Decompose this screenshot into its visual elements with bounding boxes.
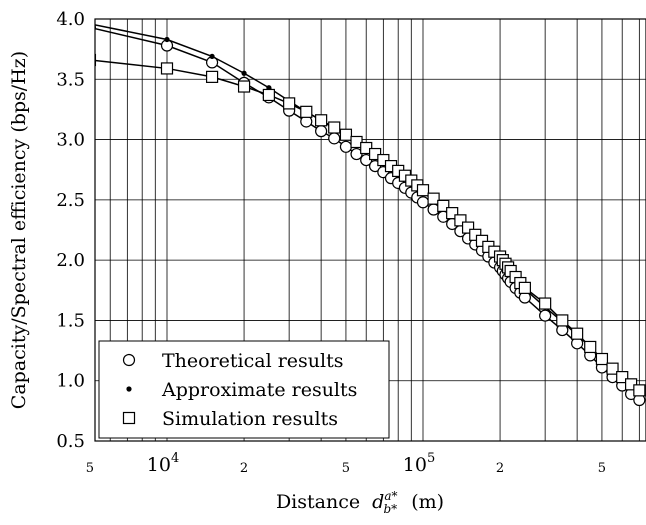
series-square	[95, 53, 646, 397]
plot-frame	[94, 18, 646, 442]
data-point	[339, 140, 353, 153]
legend-marker	[126, 386, 132, 392]
x-tick-label: 5	[86, 461, 94, 476]
data-point	[241, 70, 247, 76]
data-point	[87, 21, 92, 26]
y-tick-label: 1.5	[56, 310, 85, 331]
y-tick-label: 1.0	[56, 371, 85, 392]
y-tick-label: 3.0	[56, 130, 85, 151]
data-point	[616, 370, 629, 384]
x-tick-label: 104	[147, 451, 179, 476]
data-point	[328, 132, 341, 145]
x-tick-label-base: 10	[403, 454, 427, 476]
y-tick-label: 3.5	[56, 69, 85, 90]
x-tick-label: 2	[240, 461, 248, 476]
x-axis-label-sub: b*	[383, 502, 397, 516]
data-point	[518, 281, 531, 294]
data-point	[262, 88, 275, 102]
legend-label: Simulation results	[162, 408, 338, 430]
x-tick-label-exponent: 5	[427, 451, 435, 466]
data-point	[427, 192, 440, 205]
data-point	[300, 105, 313, 118]
data-point	[416, 196, 430, 209]
data-point	[595, 352, 609, 366]
data-point	[205, 70, 219, 83]
data-point	[539, 297, 552, 310]
data-point	[416, 184, 430, 197]
x-tick-label: 5	[342, 461, 350, 476]
y-tick-label: 0.5	[56, 431, 85, 452]
data-point	[437, 199, 450, 212]
x-tick-label: 5	[598, 461, 606, 476]
x-tick-label-base: 10	[147, 454, 171, 476]
x-tick-label-exponent: 4	[171, 451, 179, 466]
y-tick-label: 2.0	[56, 250, 85, 271]
data-point	[446, 207, 459, 220]
series-dot	[87, 21, 642, 395]
legend: Theoretical results Approximate results Si…	[98, 340, 390, 439]
data-point	[283, 97, 296, 110]
x-axis-label: Distance da* b* (m)	[276, 489, 444, 518]
data-point	[95, 24, 97, 31]
data-point	[164, 36, 170, 43]
y-axis-ticks: 0.5 1.0 1.5 2.0 2.5 3.0 3.5 4.0	[56, 9, 85, 452]
data-point	[160, 62, 174, 75]
data-point	[209, 53, 215, 59]
data-point	[315, 114, 328, 127]
data-point	[633, 384, 646, 397]
x-axis-label-sup: a*	[384, 489, 397, 503]
data-point	[454, 214, 467, 227]
data-point	[606, 362, 619, 375]
y-tick-label: 4.0	[56, 9, 85, 30]
x-axis-label-text: Distance	[276, 491, 360, 513]
legend-marker	[122, 353, 136, 367]
x-tick-label: 105	[403, 451, 435, 476]
series-layer	[87, 21, 646, 407]
y-axis-label: Capacity/Spectral efficiency (bps/Hz)	[8, 51, 30, 409]
legend-label: Approximate results	[161, 379, 357, 401]
legend-box	[98, 340, 390, 439]
data-point	[539, 309, 552, 322]
x-tick-label: 2	[496, 461, 504, 476]
y-tick-label: 2.5	[56, 190, 85, 211]
data-point	[461, 221, 475, 234]
x-axis-label-symbol: d	[372, 491, 384, 513]
x-axis-label-unit: (m)	[411, 491, 444, 513]
data-point	[237, 80, 251, 93]
data-point	[556, 314, 569, 327]
data-point	[328, 121, 341, 134]
data-point	[584, 340, 597, 354]
data-point	[95, 53, 97, 67]
data-point	[571, 327, 584, 340]
data-point	[315, 125, 328, 138]
legend-label: Theoretical results	[162, 350, 344, 372]
data-point	[339, 128, 353, 141]
legend-marker	[122, 411, 136, 425]
